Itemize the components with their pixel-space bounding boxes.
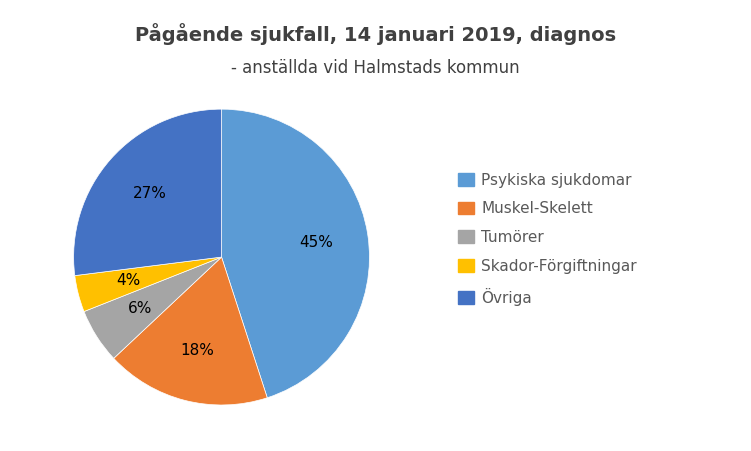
Text: 4%: 4% [116,273,140,289]
Wedge shape [75,257,222,312]
Text: 27%: 27% [132,186,167,201]
Wedge shape [113,257,267,405]
Legend: Psykiska sjukdomar, Muskel-Skelett, Tumörer, Skador-Förgiftningar, Övriga: Psykiska sjukdomar, Muskel-Skelett, Tumö… [458,173,637,305]
Wedge shape [74,109,222,276]
Text: 18%: 18% [181,343,215,358]
Wedge shape [222,109,369,398]
Text: 6%: 6% [128,301,152,316]
Text: Pågående sjukfall, 14 januari 2019, diagnos: Pågående sjukfall, 14 januari 2019, diag… [135,23,616,45]
Text: - anställda vid Halmstads kommun: - anställda vid Halmstads kommun [231,59,520,77]
Text: 45%: 45% [300,235,333,249]
Wedge shape [84,257,222,359]
